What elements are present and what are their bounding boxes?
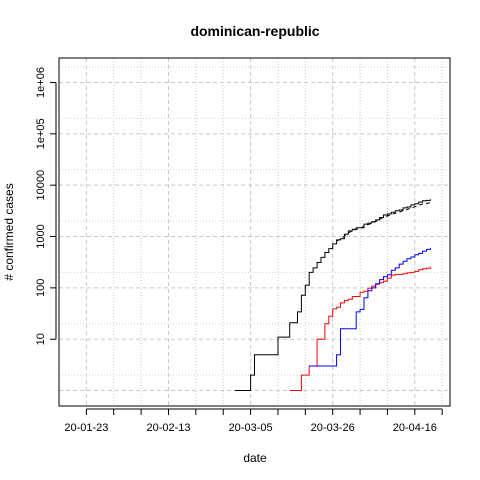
y-tick-label: 1e+05 xyxy=(35,118,47,149)
black-solid-series-line xyxy=(235,199,431,391)
x-axis-label: date xyxy=(243,451,267,465)
x-tick-label: 20-02-13 xyxy=(146,422,190,434)
x-tick-label: 20-03-26 xyxy=(311,422,355,434)
plot-frame xyxy=(58,57,451,407)
red-series-line xyxy=(289,266,431,391)
x-tick-label: 20-03-05 xyxy=(229,422,273,434)
y-tick-label: 1000 xyxy=(35,224,47,248)
blue-series-line xyxy=(309,247,431,367)
axis-layer: 20-01-23 20-02-13 20-03-05 20-03-26 20-04-16… xyxy=(35,67,443,434)
y-tick-label: 100 xyxy=(35,279,47,297)
series-layer xyxy=(235,199,431,391)
black-dashed-series-line xyxy=(336,202,431,242)
y-axis-label: # confirmed cases xyxy=(2,183,16,280)
x-tick-label: 20-01-23 xyxy=(64,422,108,434)
y-tick-label: 10000 xyxy=(35,170,47,201)
chart-title: dominican-republic xyxy=(190,23,319,39)
x-tick-label: 20-04-16 xyxy=(393,422,437,434)
y-tick-label: 10 xyxy=(35,333,47,345)
y-tick-label: 1e+06 xyxy=(35,67,47,98)
